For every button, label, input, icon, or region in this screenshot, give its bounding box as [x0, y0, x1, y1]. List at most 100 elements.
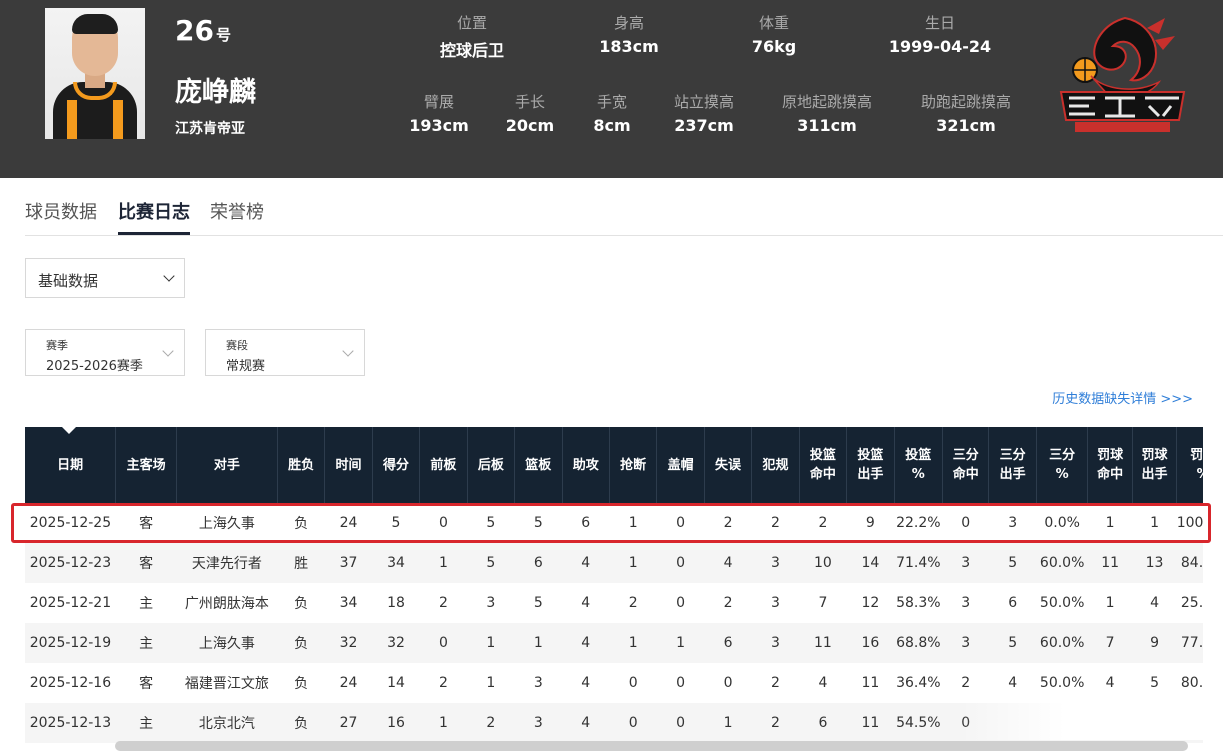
- column-header-label: %: [911, 467, 925, 482]
- season-label: 赛季: [46, 339, 68, 352]
- table-cell: 5: [988, 623, 1037, 663]
- table-cell: 2: [961, 675, 971, 691]
- table-header-row: 日期 主客场 对手 胜负 时间 得分 前板 后板 篮板 助攻 抢断 盖帽 失误 犯规 投篮 命中 投篮 出手 投篮%…: [25, 427, 1203, 503]
- player-team: 江苏肯帝亚: [175, 121, 245, 137]
- table-cell: 32: [372, 623, 420, 663]
- table-cell: 客: [139, 676, 154, 692]
- column-header: 投篮 命中: [799, 427, 848, 503]
- column-header-label: 罚球: [1097, 448, 1124, 463]
- column-header-label: 盖帽: [667, 457, 694, 473]
- column-header: 前板: [419, 427, 468, 503]
- attr-birthday: 生日 1999-04-24: [888, 14, 992, 56]
- table-cell: 0.0%: [1044, 515, 1080, 531]
- table-cell: 2025-12-23: [25, 543, 116, 583]
- tab-honors[interactable]: 荣誉榜: [210, 202, 264, 223]
- stage-value: 常规赛: [226, 359, 266, 374]
- table-cell: 5: [533, 515, 543, 531]
- table-cell: 0: [723, 675, 733, 691]
- attr-position: 位置 控球后卫: [439, 14, 504, 60]
- column-header-label: 罚球: [1141, 448, 1168, 463]
- horizontal-scrollbar[interactable]: [115, 741, 1188, 751]
- table-cell: 16: [846, 623, 895, 663]
- data-type-select[interactable]: 基础数据: [25, 258, 185, 298]
- table-cell: 1: [419, 703, 468, 743]
- table-cell: 广州朗肽海本: [184, 596, 269, 612]
- table-cell: 上海久事: [176, 623, 278, 663]
- table-cell: 3: [514, 703, 563, 743]
- season-value: 2025-2026赛季: [46, 359, 143, 374]
- column-header-label: 日期: [57, 457, 84, 473]
- table-cell: 71.4%: [894, 543, 943, 583]
- column-header-label: 主客场: [126, 457, 166, 473]
- table-cell: 32: [324, 623, 373, 663]
- table-cell: 3: [942, 543, 989, 583]
- table-cell: 1: [704, 703, 752, 743]
- table-row: 2025-12-19 主上海久事负 32 32 0 1 1 4 1 1 6 3 11 16 68.8% 3 5 6…: [25, 623, 1203, 663]
- table-cell: 54.5%: [894, 703, 943, 743]
- column-header: 罚球%: [1176, 427, 1203, 503]
- table-cell: 0: [676, 595, 686, 611]
- table-cell: 1: [467, 623, 515, 663]
- attr-standing-vertical: 原地起跳摸高 311cm: [781, 93, 872, 135]
- table-cell: 14: [387, 675, 405, 691]
- column-header: 罚球 命中: [1087, 427, 1133, 503]
- column-header: 盖帽: [656, 427, 705, 503]
- tab-game-log[interactable]: 比赛日志: [118, 198, 190, 235]
- column-header: 主客场: [115, 427, 177, 503]
- table-cell: 4: [1105, 675, 1115, 691]
- attr-weight: 体重 76kg: [751, 14, 797, 56]
- tab-bar: 球员数据 比赛日志 荣誉榜: [25, 198, 1223, 236]
- table-cell: 2025-12-13: [25, 703, 116, 743]
- table-cell: 6: [581, 515, 591, 531]
- player-header: 26 号 庞峥麟 江苏肯帝亚 位置 控球后卫 身高 183cm 体重 76kg 生…: [0, 0, 1223, 178]
- column-header: 犯规: [751, 427, 800, 503]
- dragon-logo-icon: [1059, 16, 1186, 132]
- player-photo: [45, 8, 145, 139]
- table-cell: 1: [1105, 595, 1115, 611]
- season-select[interactable]: 赛季 2025-2026赛季: [25, 329, 185, 376]
- table-cell: 客: [115, 543, 177, 583]
- sort-indicator-icon: [61, 427, 77, 434]
- table-cell: 5: [467, 543, 515, 583]
- column-header-label: 犯规: [762, 457, 789, 473]
- table-cell: 6: [704, 623, 752, 663]
- column-header: 三分%: [1036, 427, 1089, 503]
- player-name: 庞峥麟: [175, 77, 256, 108]
- table-cell: 36.4%: [896, 675, 941, 691]
- table-cell: 5: [988, 543, 1037, 583]
- table-cell: 3: [771, 595, 780, 611]
- table-cell: 4: [818, 675, 828, 691]
- stage-label: 赛段: [226, 339, 248, 352]
- table-cell: 2: [771, 675, 780, 691]
- column-header: 对手: [176, 427, 278, 503]
- table-cell: 福建晋江文旅: [184, 676, 269, 692]
- table-cell: 0: [628, 675, 638, 691]
- table-row: 2025-12-16 客福建晋江文旅负 24 14 2 1 3 4 0 0 0 2 4 11 36.4% 2 4…: [25, 663, 1203, 703]
- column-header-label: 投篮: [809, 448, 836, 463]
- table-cell: 9: [865, 515, 875, 531]
- table-cell: 25.0%: [1180, 595, 1203, 611]
- table-cell: 34: [372, 543, 420, 583]
- table-cell: 2025-12-25: [29, 515, 112, 531]
- table-cell: 0: [419, 623, 468, 663]
- table-cell: 11: [1087, 543, 1133, 583]
- table-cell: 1: [486, 675, 496, 691]
- history-missing-link[interactable]: 历史数据缺失详情 >>>: [1052, 392, 1193, 407]
- table-cell: 负: [294, 516, 309, 532]
- chevron-down-icon: [163, 270, 175, 282]
- table-cell: 6: [514, 543, 563, 583]
- table-cell: 2: [438, 675, 448, 691]
- table-cell: 客: [139, 516, 154, 532]
- column-header: 失误: [704, 427, 753, 503]
- table-cell: 4: [562, 623, 610, 663]
- table-cell: 4: [581, 595, 591, 611]
- attr-hand-length: 手长 20cm: [505, 93, 555, 135]
- stage-select[interactable]: 赛段 常规赛: [205, 329, 365, 376]
- table-cell: 1: [609, 623, 657, 663]
- column-header-label: 三分: [1049, 448, 1076, 463]
- table-cell: 1: [514, 623, 563, 663]
- table-cell: 主: [115, 623, 177, 663]
- tab-player-stats[interactable]: 球员数据: [25, 202, 97, 223]
- attr-standing-reach: 站立摸高 237cm: [673, 93, 734, 135]
- player-number: 26 号: [175, 14, 231, 47]
